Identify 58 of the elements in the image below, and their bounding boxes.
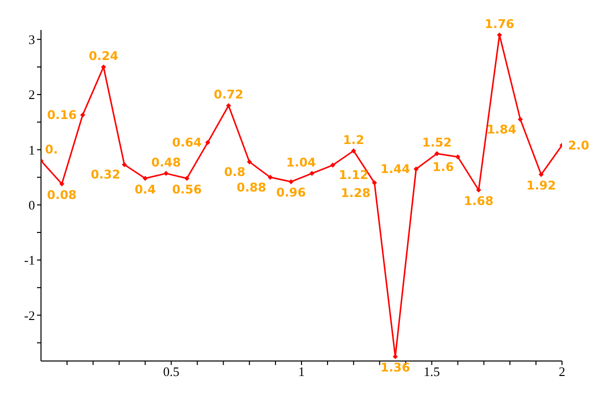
annotation: 1.2 <box>342 132 364 147</box>
y-tick-label: -1 <box>24 252 35 268</box>
y-tick-label: -2 <box>24 308 35 323</box>
annotation: 2.0 <box>568 138 590 152</box>
annotation: 0.8 <box>224 164 246 179</box>
annotation: 1.68 <box>464 194 494 208</box>
point <box>226 103 232 108</box>
annotation: 0.72 <box>214 88 244 102</box>
point <box>392 354 398 360</box>
point <box>268 174 273 180</box>
annotation: 1.36 <box>380 360 410 375</box>
annotation: 0.4 <box>134 182 156 196</box>
y-tick-label: 2 <box>28 87 35 102</box>
point <box>80 112 86 118</box>
point <box>184 176 190 181</box>
annotation: 1.04 <box>286 155 316 170</box>
point <box>59 181 64 186</box>
point <box>309 170 314 176</box>
annotation: 0.88 <box>236 180 266 194</box>
annotation: 1.84 <box>486 122 516 136</box>
annotation: 0. <box>45 142 58 157</box>
point <box>288 179 294 184</box>
point <box>330 162 336 168</box>
point <box>246 159 252 164</box>
x-tick-label: 0.5 <box>163 364 180 380</box>
point <box>538 172 544 178</box>
y-tick-label: 1 <box>28 142 35 158</box>
annotation: 1.6 <box>432 160 454 174</box>
point <box>476 187 482 192</box>
point <box>414 166 419 172</box>
annotation: 0.56 <box>172 182 202 196</box>
point <box>518 116 523 122</box>
annotation: 0.16 <box>47 108 77 122</box>
annotation: 0.24 <box>88 48 118 63</box>
point <box>455 154 460 160</box>
annotation: 0.32 <box>90 168 120 182</box>
point <box>164 170 169 176</box>
annotation: 1.12 <box>338 168 368 182</box>
point <box>142 176 148 181</box>
x-tick-label: 1 <box>298 364 305 380</box>
y-tick-label: 3 <box>28 32 35 47</box>
annotation: 0.64 <box>172 136 202 150</box>
annotation: 1.44 <box>380 162 410 176</box>
point <box>205 140 210 146</box>
annotation: 1.52 <box>422 136 452 150</box>
point <box>434 151 440 156</box>
annotation: 1.76 <box>484 16 514 31</box>
annotation: 0.96 <box>276 186 306 200</box>
x-tick-label: 1.5 <box>424 364 440 380</box>
x-tick-label: 2 <box>558 364 566 380</box>
annotation: 1.92 <box>526 178 556 193</box>
point <box>122 162 127 168</box>
annotation: 1.28 <box>340 186 370 200</box>
annotation: 0.48 <box>151 155 181 170</box>
point <box>351 148 356 154</box>
point <box>372 180 377 186</box>
annotation: 0.08 <box>47 188 77 202</box>
y-tick-label: 0 <box>28 197 35 212</box>
